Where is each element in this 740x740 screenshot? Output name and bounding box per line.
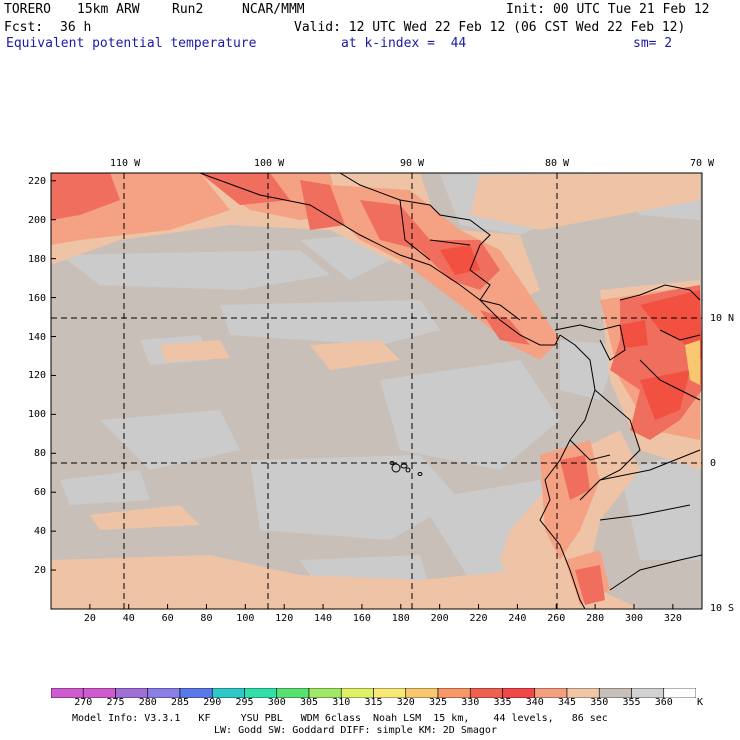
header-init: Init: 00 UTC Tue 21 Feb 12 — [506, 2, 710, 17]
header-resolution: 15km ARW — [77, 2, 140, 17]
header-run: Run2 — [172, 2, 204, 17]
footer-physics: LW: Godd SW: Goddard DIFF: simple KM: 2D… — [214, 725, 497, 736]
x-tick-label: 100 — [236, 613, 255, 624]
colorbar-label: 290 — [203, 697, 222, 708]
y-tick-label: 220 — [27, 175, 46, 187]
colorbar-label: 350 — [590, 697, 609, 708]
colorbar-label: 285 — [170, 697, 190, 708]
colorbar-label: 355 — [622, 697, 641, 708]
y-tick-label: 140 — [27, 331, 46, 343]
header-valid: Valid: 12 UTC Wed 22 Feb 12 (06 CST Wed … — [294, 20, 686, 35]
lon-label-80w: 80 W — [545, 158, 570, 169]
header-fcst-label: Fcst: — [4, 20, 44, 35]
x-tick-label: 60 — [161, 613, 174, 624]
galapagos-islands — [389, 461, 423, 476]
x-tick-label: 320 — [663, 613, 682, 624]
colorbar — [50, 683, 697, 699]
y-tick-label: 80 — [33, 448, 46, 460]
lon-label-100w: 100 W — [254, 158, 285, 169]
x-tick-label: 40 — [122, 613, 135, 624]
smoothing-label: sm= 2 — [633, 36, 673, 51]
colorbar-label: 325 — [428, 697, 448, 708]
x-tick-label: 260 — [547, 613, 566, 624]
colorbar-label: 270 — [74, 697, 93, 708]
y-tick-label: 200 — [27, 214, 46, 226]
colorbar-label: 345 — [557, 697, 577, 708]
colorbar-label: 320 — [396, 697, 415, 708]
header-org: NCAR/MMM — [242, 2, 305, 17]
y-tick-label: 40 — [33, 526, 46, 538]
lat-label-0: 0 — [710, 458, 717, 469]
header-fcst-value: 36 h — [60, 20, 92, 35]
level-label: at k-index = 44 — [341, 36, 467, 51]
x-tick-label: 180 — [391, 613, 410, 624]
colorbar-label: 335 — [493, 697, 512, 708]
x-tick-label: 220 — [469, 613, 488, 624]
x-tick-label: 240 — [508, 613, 527, 624]
y-tick-label: 160 — [27, 292, 46, 304]
x-tick-label: 80 — [200, 613, 213, 624]
y-tick-label: 20 — [33, 565, 46, 577]
y-tick-label: 120 — [27, 370, 46, 382]
lon-label-70w: 70 W — [690, 158, 715, 169]
colorbar-label: 340 — [525, 697, 544, 708]
colorbar-label: 310 — [332, 697, 351, 708]
x-tick-label: 300 — [624, 613, 644, 624]
y-tick-label: 60 — [33, 487, 46, 499]
y-tick-label: 100 — [27, 409, 46, 421]
footer-model-info: Model Info: V3.3.1 KF YSU PBL WDM 6class… — [72, 713, 608, 724]
map-field — [51, 173, 702, 609]
graticule — [51, 173, 702, 609]
warm-325-patches — [440, 245, 702, 420]
colorbar-label: 275 — [106, 697, 125, 708]
colorbar-label: 360 — [654, 697, 673, 708]
lon-label-90w: 90 W — [400, 158, 425, 169]
x-tick-label: 20 — [83, 613, 96, 624]
coastlines — [199, 173, 702, 609]
colorbar-label: 280 — [138, 697, 157, 708]
x-tick-label: 120 — [275, 613, 294, 624]
field-title: Equivalent potential temperature — [6, 36, 257, 51]
colorbar-label: 295 — [235, 697, 254, 708]
x-tick-label: 160 — [352, 613, 371, 624]
lat-label-10n: 10 N — [710, 313, 735, 324]
lat-label-10s: 10 S — [710, 603, 735, 614]
colorbar-label: 315 — [364, 697, 383, 708]
y-tick-label: 180 — [27, 253, 46, 265]
x-tick-label: 200 — [430, 613, 449, 624]
colorbar-label: 300 — [267, 697, 286, 708]
lon-label-110w: 110 W — [110, 158, 141, 169]
colorbar-label: 305 — [299, 697, 319, 708]
map-frame — [50, 172, 703, 610]
x-tick-label: 280 — [586, 613, 605, 624]
x-tick-label: 140 — [314, 613, 333, 624]
colorbar-unit: K — [697, 697, 704, 708]
header-model: TORERO — [4, 2, 51, 17]
colorbar-label: 330 — [461, 697, 480, 708]
